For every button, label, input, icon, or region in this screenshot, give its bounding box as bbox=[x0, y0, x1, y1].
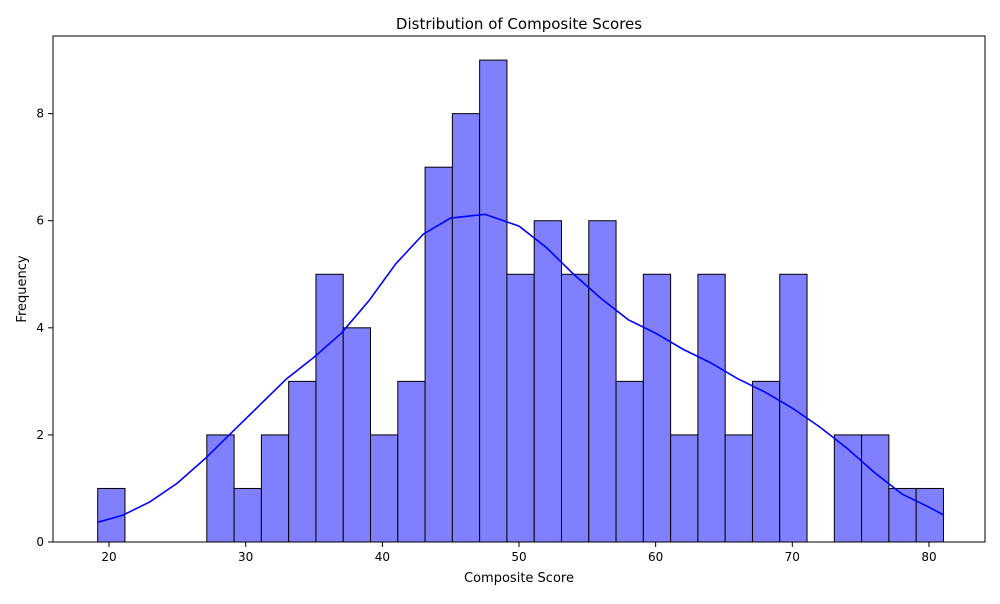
histogram-bar bbox=[724, 434, 753, 543]
kde-curve bbox=[97, 213, 945, 523]
y-tick-label: 6 bbox=[36, 214, 44, 228]
histogram-bar bbox=[615, 380, 644, 543]
y-tick-label: 0 bbox=[36, 535, 44, 549]
y-axis-ticks: 0 2 4 6 8 bbox=[36, 107, 53, 549]
histogram-bar bbox=[533, 220, 562, 543]
x-tick-label: 50 bbox=[511, 550, 526, 564]
histogram-bar bbox=[560, 273, 590, 543]
histogram-bar bbox=[479, 59, 508, 543]
histogram-bar bbox=[260, 434, 290, 543]
histogram-bar bbox=[451, 113, 481, 543]
histogram-bar bbox=[288, 380, 317, 543]
histogram-bar bbox=[506, 273, 535, 543]
x-axis-ticks: 20 30 40 50 60 70 80 bbox=[101, 542, 937, 564]
histogram-bar bbox=[697, 273, 726, 543]
x-axis-label: Composite Score bbox=[464, 571, 574, 586]
histogram-bar bbox=[233, 487, 262, 543]
y-tick-label: 4 bbox=[36, 321, 44, 335]
histogram-bar bbox=[370, 434, 399, 543]
histogram-bar bbox=[779, 273, 808, 543]
x-tick-label: 60 bbox=[648, 550, 663, 564]
x-tick-label: 20 bbox=[101, 550, 116, 564]
histogram-bar bbox=[915, 487, 944, 543]
histogram-bar bbox=[888, 487, 917, 543]
histogram-bar bbox=[397, 380, 426, 543]
x-tick-label: 80 bbox=[921, 550, 936, 564]
x-tick-label: 30 bbox=[238, 550, 253, 564]
histogram-bars bbox=[97, 59, 944, 543]
histogram-bar bbox=[424, 166, 453, 543]
histogram-bar bbox=[642, 273, 672, 543]
chart-title: Distribution of Composite Scores bbox=[396, 15, 642, 33]
y-tick-label: 2 bbox=[36, 428, 44, 442]
histogram-bar bbox=[670, 434, 699, 543]
histogram-bar bbox=[833, 434, 863, 543]
x-tick-label: 40 bbox=[375, 550, 390, 564]
y-tick-label: 8 bbox=[36, 107, 44, 121]
histogram-bar bbox=[342, 327, 372, 543]
x-tick-label: 70 bbox=[785, 550, 800, 564]
histogram-bar bbox=[751, 380, 781, 543]
histogram-bar bbox=[206, 434, 235, 543]
histogram-bar bbox=[588, 220, 617, 543]
histogram-bar bbox=[315, 273, 344, 543]
y-axis-label: Frequency bbox=[15, 255, 30, 322]
histogram-bar bbox=[861, 434, 890, 543]
